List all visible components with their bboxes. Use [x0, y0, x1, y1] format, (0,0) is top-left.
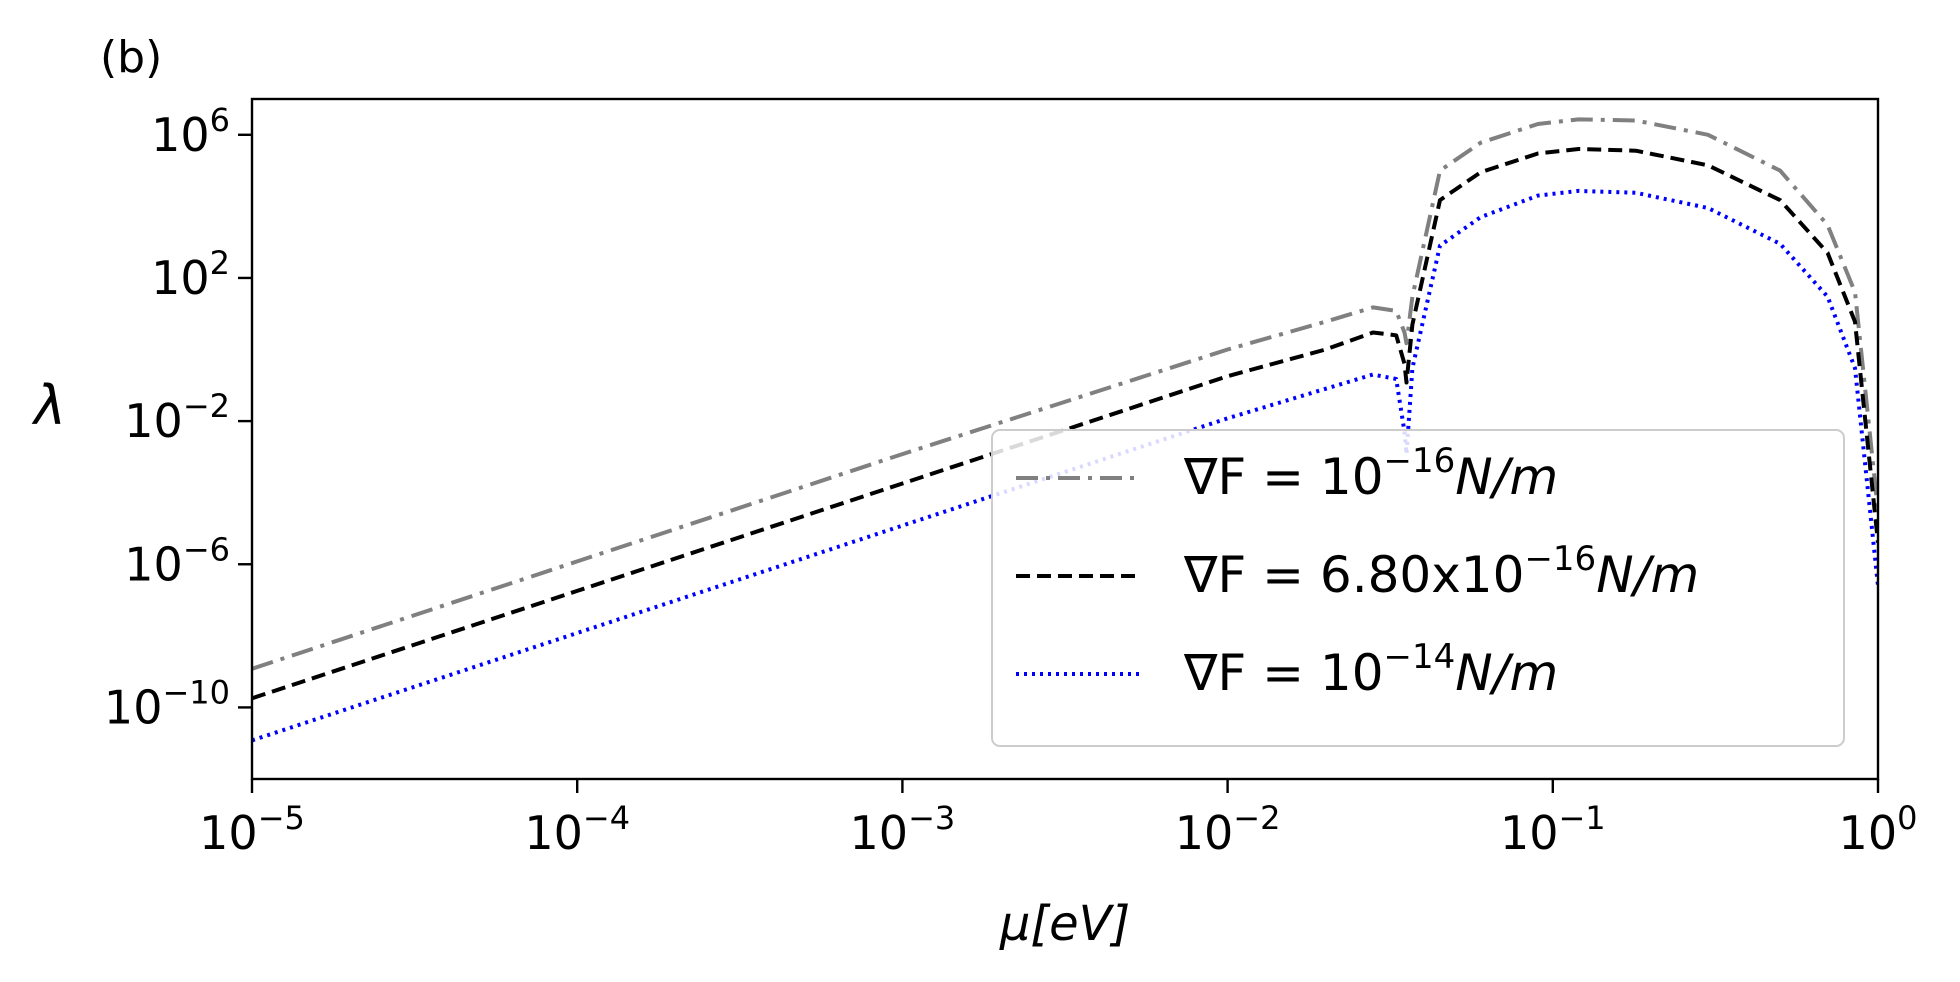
- series-line-s1: [252, 117, 1878, 671]
- legend-label-s1: ∇F = 10−16N/m: [1183, 441, 1558, 506]
- x-tick-label: 10−5: [199, 799, 305, 860]
- legend: ∇F = 10−16N/m ∇F = 6.80x10−16N/m ∇F = 10−1…: [991, 429, 1845, 747]
- legend-frame: [991, 429, 1845, 747]
- y-axis-label: λ: [31, 374, 66, 437]
- y-tick-label: 106: [151, 101, 230, 162]
- series-line-s3: [252, 188, 1878, 743]
- series-layer: [252, 117, 1878, 743]
- panel-label: (b): [100, 32, 162, 83]
- x-tick-label: 100: [1839, 799, 1918, 860]
- legend-label-s2: ∇F = 6.80x10−16N/m: [1183, 539, 1699, 604]
- legend-label-s3: ∇F = 10−14N/m: [1183, 637, 1558, 702]
- x-tick-label: 10−3: [850, 799, 956, 860]
- plot-frame: [250, 97, 1880, 781]
- y-tick-label: 10−6: [124, 530, 230, 591]
- x-axis-label: μ[eV]: [999, 896, 1130, 952]
- x-tick-label: 10−1: [1500, 799, 1606, 860]
- y-axis: 106 102 10−2 10−6 10−10: [104, 101, 252, 734]
- series-line-s2: [252, 147, 1878, 701]
- y-tick-label: 10−10: [104, 673, 230, 734]
- y-tick-label: 102: [151, 244, 230, 305]
- y-tick-label: 10−2: [124, 387, 230, 448]
- x-tick-label: 10−4: [524, 799, 630, 860]
- x-axis: 10−5 10−4 10−3 10−2 10−1 100: [199, 779, 1917, 860]
- x-tick-label: 10−2: [1175, 799, 1281, 860]
